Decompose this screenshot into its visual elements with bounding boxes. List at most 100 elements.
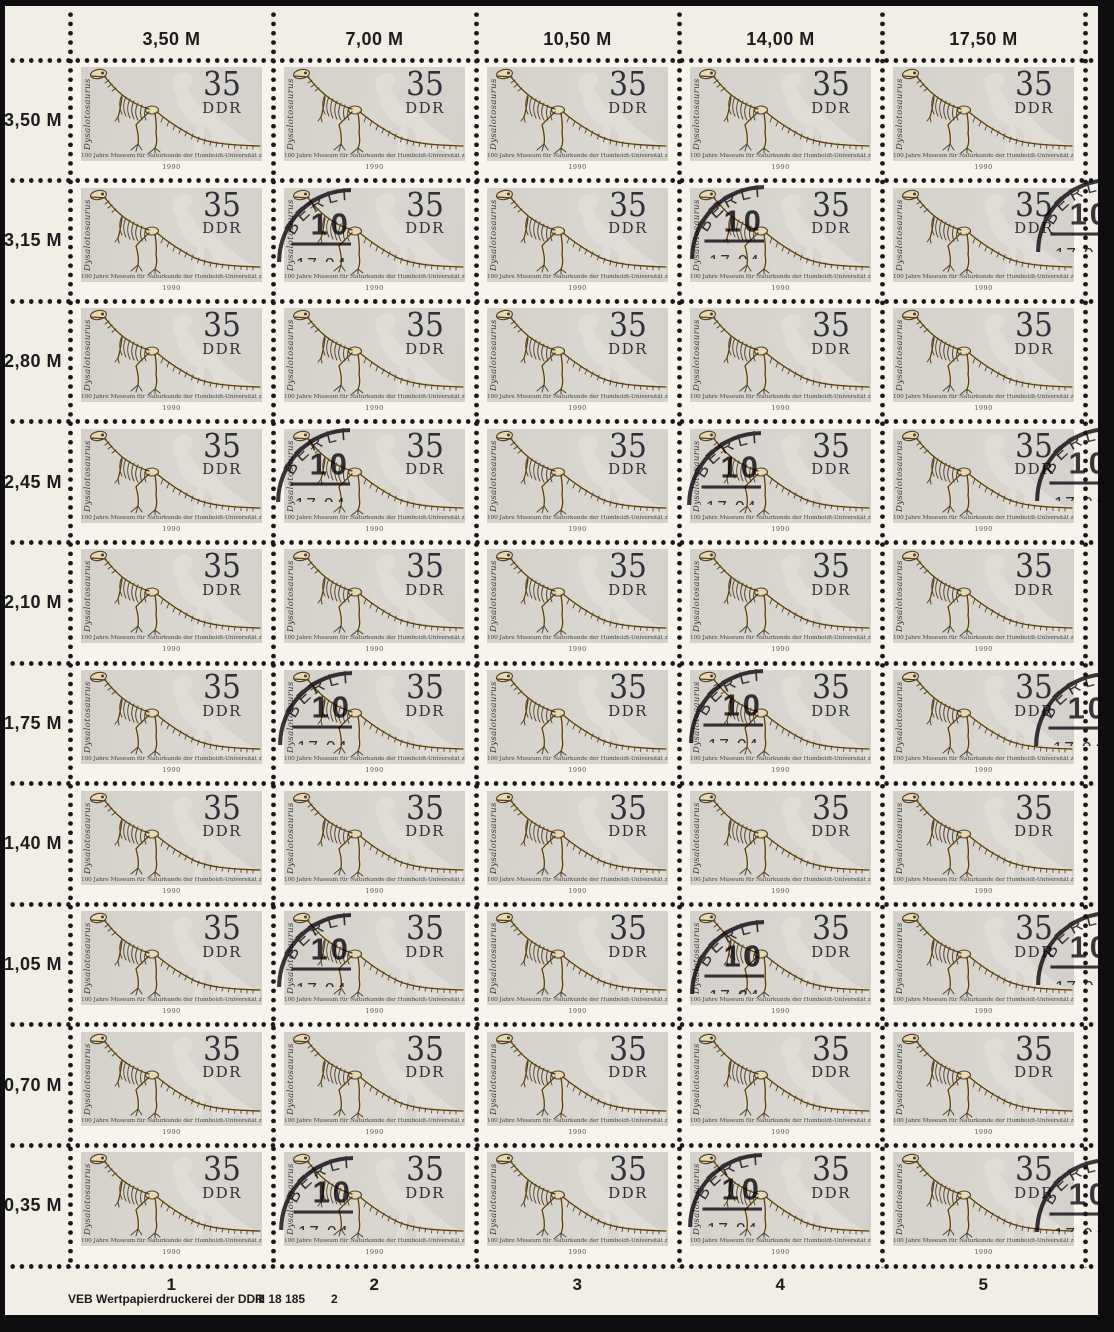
stamp-caption: 100 Jahre Museum für Naturkunde der Humb… xyxy=(284,153,465,159)
stamp-denomination: 35 xyxy=(609,67,647,103)
stamp-design: Dysalotosaurus 35 DDR 100 Jahre Museum f… xyxy=(487,790,668,885)
stamp-denomination: 35 xyxy=(203,67,241,103)
stamp-design: Dysalotosaurus 35 DDR 100 Jahre Museum f… xyxy=(284,549,465,644)
stamp-country: DDR xyxy=(405,822,445,841)
print-order-number: III 18 185 xyxy=(255,1292,306,1306)
stamp: Dysalotosaurus 35 DDR 100 Jahre Museum f… xyxy=(70,783,273,905)
perforation-row xyxy=(8,1140,1094,1150)
stamp-denomination-block: 35 DDR xyxy=(191,549,253,599)
stamp-species-label: Dysalotosaurus xyxy=(895,560,905,633)
stamp-caption: 100 Jahre Museum für Naturkunde der Humb… xyxy=(487,273,668,280)
stamp-caption: 100 Jahre Museum für Naturkunde der Humb… xyxy=(893,153,1074,159)
stamp-denomination: 35 xyxy=(406,187,444,224)
stamp-denomination-block: 35 DDR xyxy=(1003,791,1065,841)
stamp-denomination: 35 xyxy=(203,308,241,345)
stamp-country: DDR xyxy=(608,701,648,720)
stamp-denomination: 35 xyxy=(812,1152,850,1189)
stamp: Dysalotosaurus 35 DDR 100 Jahre Museum f… xyxy=(882,301,1085,422)
stamp-caption: 100 Jahre Museum für Naturkunde der Humb… xyxy=(690,514,871,521)
stamp-caption: 100 Jahre Museum für Naturkunde der Humb… xyxy=(81,997,262,1004)
stamp-country: DDR xyxy=(608,822,648,841)
stamp-year: 1990 xyxy=(568,645,587,654)
stamp: Dysalotosaurus 35 DDR 100 Jahre Museum f… xyxy=(273,421,476,543)
stamp-species-label: Dysalotosaurus xyxy=(895,801,905,874)
stamp-caption: 100 Jahre Museum für Naturkunde der Humb… xyxy=(284,635,465,642)
stamp-design: Dysalotosaurus 35 DDR 100 Jahre Museum f… xyxy=(893,790,1074,885)
stamp: Dysalotosaurus 35 DDR 100 Jahre Museum f… xyxy=(476,301,679,422)
postmark-cancel xyxy=(607,351,761,505)
stamp-country: DDR xyxy=(202,460,242,479)
stamp-design: Dysalotosaurus 35 DDR 100 Jahre Museum f… xyxy=(893,308,1074,403)
stamp-year: 1990 xyxy=(771,1248,790,1257)
stamp-country: DDR xyxy=(202,581,242,600)
stamp-species-label: Dysalotosaurus xyxy=(83,1042,93,1115)
stamp-denomination-block: 35 DDR xyxy=(191,670,253,720)
stamp-denomination: 35 xyxy=(203,911,241,948)
stamp-denomination-block: 35 DDR xyxy=(800,911,862,961)
left-margin-label: 3,15 M xyxy=(3,230,63,251)
stamp-caption: 100 Jahre Museum für Naturkunde der Humb… xyxy=(893,997,1074,1004)
stamp: Dysalotosaurus 35 DDR 100 Jahre Museum f… xyxy=(70,60,273,181)
stamp-denomination-block: 35 DDR xyxy=(800,67,862,117)
stamp-species-label: Dysalotosaurus xyxy=(895,922,905,995)
stamp-denomination: 35 xyxy=(1015,1031,1053,1068)
stamp-design: Dysalotosaurus 35 DDR 100 Jahre Museum f… xyxy=(284,308,465,403)
stamp-country: DDR xyxy=(405,460,445,479)
stamp-country: DDR xyxy=(811,1184,851,1202)
stamp-year: 1990 xyxy=(568,283,587,292)
top-margin-label: 7,00 M xyxy=(345,29,404,49)
stamp-denomination-block: 35 DDR xyxy=(191,188,253,238)
stamp-year: 1990 xyxy=(568,1127,587,1136)
stamp-country: DDR xyxy=(405,98,445,117)
left-margin-label: 0,35 M xyxy=(3,1195,63,1216)
stamp: Dysalotosaurus 35 DDR 100 Jahre Museum f… xyxy=(273,301,476,422)
stamp-denomination-block: 35 DDR xyxy=(1003,308,1065,358)
stamp-denomination: 35 xyxy=(812,308,850,345)
stamp-denomination-block: 35 DDR xyxy=(191,911,253,961)
stamp: Dysalotosaurus 35 DDR 100 Jahre Museum f… xyxy=(70,904,273,1025)
stamp-design: Dysalotosaurus 35 DDR 100 Jahre Museum f… xyxy=(690,549,871,644)
stamp-denomination-block: 35 DDR xyxy=(800,308,862,358)
stamp-country: DDR xyxy=(405,1063,445,1082)
stamp-denomination: 35 xyxy=(812,67,850,103)
stamp-year: 1990 xyxy=(162,404,181,413)
bottom-column-number: 4 xyxy=(775,1275,786,1294)
stamp-caption: 100 Jahre Museum für Naturkunde der Humb… xyxy=(487,997,668,1004)
stamp-country: DDR xyxy=(202,942,242,961)
stamp-species-label: Dysalotosaurus xyxy=(83,801,93,874)
stamp-denomination-block: 35 DDR xyxy=(1003,67,1065,117)
stamp-country: DDR xyxy=(1014,581,1054,600)
stamp-year: 1990 xyxy=(974,1007,993,1016)
stamp-denomination: 35 xyxy=(406,911,444,948)
stamp-species-label: Dysalotosaurus xyxy=(895,78,905,150)
stamp: Dysalotosaurus 35 DDR 100 Jahre Museum f… xyxy=(476,904,679,1025)
stamp-year: 1990 xyxy=(974,524,993,533)
stamp-denomination: 35 xyxy=(812,911,850,948)
stamp-year: 1990 xyxy=(568,404,587,413)
stamp-design: Dysalotosaurus 35 DDR 100 Jahre Museum f… xyxy=(81,187,262,282)
stamp-design: Dysalotosaurus 35 DDR 100 Jahre Museum f… xyxy=(690,790,871,885)
stamp-country: DDR xyxy=(608,339,648,358)
stamp-design: Dysalotosaurus 35 DDR 100 Jahre Museum f… xyxy=(690,187,871,282)
stamp-species-label: Dysalotosaurus xyxy=(489,681,499,753)
stamp-denomination: 35 xyxy=(203,1031,241,1068)
stamp: Dysalotosaurus 35 DDR 100 Jahre Museum f… xyxy=(273,60,476,181)
perforation-row xyxy=(8,417,1094,427)
stamp: Dysalotosaurus 35 DDR 100 Jahre Museum f… xyxy=(476,421,679,543)
left-margin-label: 2,80 M xyxy=(3,350,63,371)
stamp-year: 1990 xyxy=(974,1127,993,1136)
stamp-denomination: 35 xyxy=(812,669,850,706)
stamp-year: 1990 xyxy=(771,404,790,413)
stamp-year: 1990 xyxy=(365,1127,384,1136)
stamp-denomination-block: 35 DDR xyxy=(597,188,659,238)
perforation-row xyxy=(8,537,1094,547)
stamp-caption: 100 Jahre Museum für Naturkunde der Humb… xyxy=(81,153,262,159)
stamp-year: 1990 xyxy=(974,283,993,292)
stamp-denomination: 35 xyxy=(406,1031,444,1068)
stamp-caption: 100 Jahre Museum für Naturkunde der Humb… xyxy=(893,755,1074,762)
stamp-design: Dysalotosaurus 35 DDR 100 Jahre Museum f… xyxy=(487,187,668,282)
stamp-country: DDR xyxy=(811,822,851,841)
stamp: Dysalotosaurus 35 DDR 100 Jahre Museum f… xyxy=(70,1145,273,1266)
stamp-caption: 100 Jahre Museum für Naturkunde der Humb… xyxy=(81,394,262,401)
stamp-year: 1990 xyxy=(568,1248,587,1257)
